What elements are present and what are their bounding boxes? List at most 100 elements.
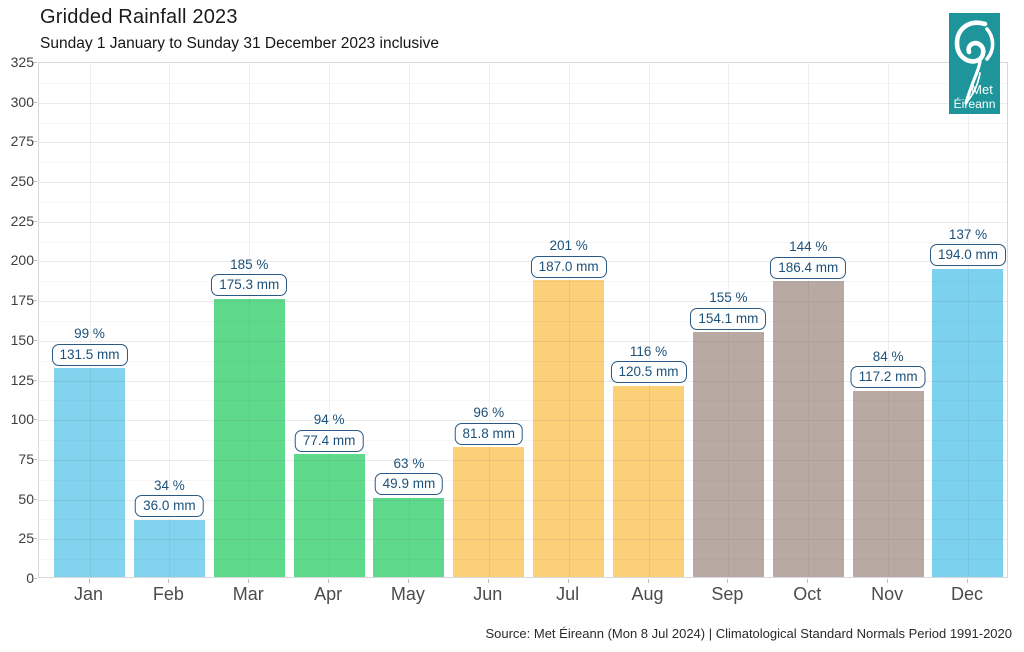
major-gridline bbox=[39, 261, 1007, 263]
major-gridline bbox=[39, 499, 1007, 501]
hurricane-swirl-icon bbox=[954, 20, 995, 105]
value-label-nov: 117.2 mm bbox=[850, 366, 926, 389]
percent-label-jan: 99 % bbox=[74, 326, 105, 342]
vertical-gridline bbox=[648, 63, 650, 577]
y-axis-label: 150 bbox=[10, 331, 34, 348]
y-axis-label: 225 bbox=[10, 212, 34, 229]
minor-gridline bbox=[39, 82, 1007, 84]
value-label-aug: 120.5 mm bbox=[610, 361, 687, 384]
y-tick bbox=[33, 220, 37, 222]
bar-aug bbox=[613, 385, 685, 577]
percent-label-feb: 34 % bbox=[153, 477, 185, 493]
x-tick bbox=[328, 579, 330, 583]
percent-label-apr: 94 % bbox=[313, 412, 345, 428]
percent-label-jun: 96 % bbox=[473, 405, 505, 421]
y-tick bbox=[33, 62, 37, 63]
value-label-jan: 131.5 mm bbox=[51, 343, 128, 366]
x-axis-label-jun: Jun bbox=[473, 584, 503, 604]
y-axis-label: 275 bbox=[10, 133, 34, 150]
y-axis-label: 125 bbox=[10, 371, 34, 388]
minor-gridline bbox=[39, 162, 1007, 164]
vertical-gridline bbox=[967, 63, 969, 577]
bar-value-labels-layer: 131.5 mm 99 % 36.0 mm 34 % 175.3 mm 185 % 77.4… bbox=[39, 63, 1007, 577]
y-axis-label: 25 bbox=[18, 530, 34, 547]
x-tick bbox=[966, 579, 968, 583]
bar-jan bbox=[54, 368, 125, 577]
chart-plot-area: 131.5 mm 99 % 36.0 mm 34 % 175.3 mm 185 % 77.4… bbox=[38, 62, 1008, 578]
value-label-dec: 194.0 mm bbox=[929, 244, 1006, 267]
minor-gridline bbox=[39, 479, 1007, 481]
bars-layer bbox=[39, 63, 1007, 577]
x-axis-label-dec: Dec bbox=[950, 584, 983, 604]
x-tick bbox=[407, 579, 409, 583]
bar-oct bbox=[772, 281, 844, 577]
met-eireann-logo: Met Éireann bbox=[949, 13, 1000, 114]
major-gridline bbox=[39, 340, 1007, 342]
bar-feb bbox=[133, 519, 205, 577]
y-axis-label: 100 bbox=[10, 411, 34, 428]
bar-apr bbox=[293, 454, 365, 577]
y-axis-label: 50 bbox=[18, 490, 34, 507]
page-subtitle: Sunday 1 January to Sunday 31 December 2… bbox=[40, 35, 439, 52]
y-tick bbox=[33, 339, 37, 341]
minor-gridline bbox=[39, 559, 1007, 561]
vertical-gridline bbox=[808, 63, 810, 577]
x-axis-label-feb: Feb bbox=[152, 584, 184, 604]
x-tick bbox=[807, 579, 809, 583]
major-gridline bbox=[39, 221, 1007, 223]
vertical-gridline bbox=[568, 63, 570, 577]
y-tick bbox=[33, 300, 37, 302]
value-label-feb: 36.0 mm bbox=[135, 495, 204, 518]
x-axis-label-sep: Sep bbox=[711, 584, 744, 604]
y-tick bbox=[33, 419, 37, 421]
x-tick bbox=[727, 579, 729, 583]
minor-gridline bbox=[39, 122, 1007, 124]
percent-label-oct: 144 % bbox=[789, 239, 828, 255]
bar-mar bbox=[213, 298, 285, 577]
vertical-gridline bbox=[888, 63, 890, 577]
y-axis-label: 175 bbox=[10, 292, 34, 309]
percent-label-aug: 116 % bbox=[629, 343, 668, 359]
minor-gridline bbox=[39, 360, 1007, 362]
percent-label-nov: 84 % bbox=[872, 348, 904, 364]
y-axis-label: 0 bbox=[26, 570, 34, 586]
y-axis-label: 325 bbox=[10, 54, 34, 70]
minor-gridline bbox=[39, 440, 1007, 442]
value-label-jun: 81.8 mm bbox=[454, 422, 524, 445]
y-tick bbox=[33, 578, 37, 579]
y-tick bbox=[33, 141, 37, 143]
minor-gridline bbox=[39, 241, 1007, 243]
value-label-jul: 187.0 mm bbox=[530, 255, 607, 278]
logo-text-met: Met bbox=[971, 82, 993, 97]
y-axis-label: 300 bbox=[10, 93, 34, 110]
value-label-may: 49.9 mm bbox=[374, 473, 444, 496]
x-axis-label-aug: Aug bbox=[631, 584, 664, 604]
y-axis-label: 250 bbox=[10, 173, 34, 190]
vertical-gridline bbox=[249, 63, 251, 577]
minor-gridline bbox=[39, 321, 1007, 322]
major-gridline bbox=[39, 301, 1007, 303]
x-tick bbox=[168, 579, 170, 583]
x-tick bbox=[88, 579, 90, 583]
bar-may bbox=[373, 497, 445, 577]
y-tick bbox=[33, 181, 37, 183]
x-tick bbox=[887, 579, 889, 583]
minor-gridline bbox=[39, 201, 1007, 203]
vertical-gridline bbox=[169, 63, 171, 577]
x-axis-label-mar: Mar bbox=[232, 584, 264, 604]
source-attribution: Source: Met Éireann (Mon 8 Jul 2024) | C… bbox=[485, 626, 1012, 641]
vertical-gridline bbox=[488, 63, 490, 577]
bar-jun bbox=[453, 447, 525, 577]
minor-gridline bbox=[39, 281, 1007, 283]
minor-gridline bbox=[39, 400, 1007, 402]
x-axis-label-may: May bbox=[390, 584, 425, 604]
percent-label-jul: 201 % bbox=[549, 238, 588, 254]
x-axis-label-jul: Jul bbox=[556, 584, 580, 604]
x-axis-label-nov: Nov bbox=[871, 584, 904, 604]
major-gridline bbox=[39, 142, 1007, 144]
major-gridline bbox=[39, 182, 1007, 184]
x-axis-label-oct: Oct bbox=[793, 584, 822, 604]
major-gridline bbox=[39, 380, 1007, 382]
value-label-apr: 77.4 mm bbox=[294, 429, 364, 452]
